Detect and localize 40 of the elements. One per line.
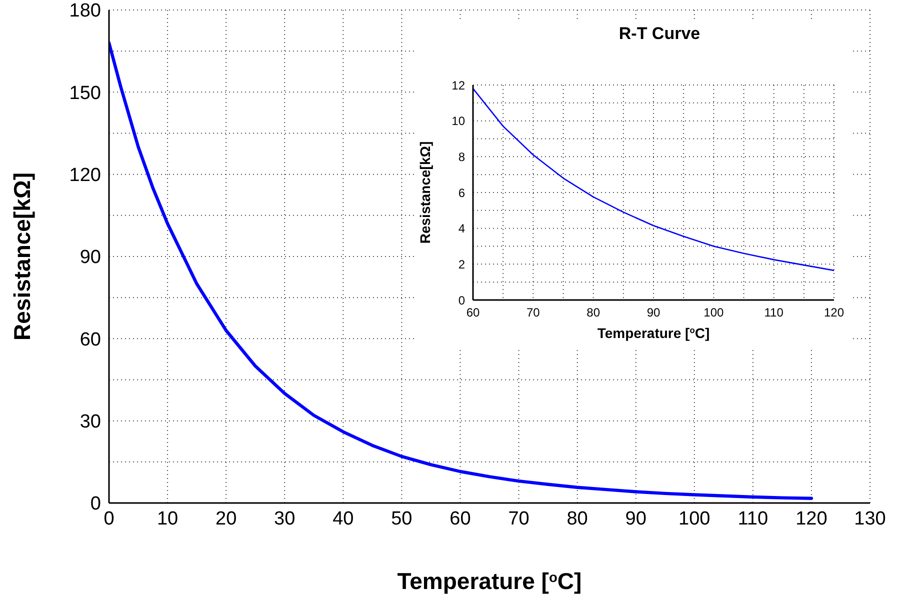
x-tick-label: 80 — [586, 306, 600, 320]
y-tick-label: 0 — [90, 494, 101, 515]
y-tick-label: 0 — [458, 293, 466, 308]
y-axis-title: Resistance[kΩ] — [417, 141, 433, 244]
x-tick-label: 110 — [764, 306, 784, 320]
x-tick-label: 70 — [526, 306, 540, 320]
y-tick-label: 4 — [458, 222, 466, 236]
y-tick-label: 60 — [80, 329, 101, 350]
x-tick-label: 90 — [625, 508, 646, 530]
chart-title: R-T Curve — [618, 23, 702, 45]
y-tick-label: 150 — [69, 82, 101, 104]
x-tick-label: 10 — [156, 508, 178, 530]
line-series — [109, 41, 814, 500]
y-axis-title: Resistance[kΩ] — [9, 172, 35, 341]
line-series — [473, 88, 834, 272]
y-tick-label: 180 — [69, 0, 101, 22]
y-tick-label: 10 — [452, 114, 466, 128]
x-axis-title: Temperature [$^{o}$C] — [597, 325, 710, 341]
x-tick-label: 90 — [646, 306, 660, 320]
y-tick-label: 6 — [458, 186, 466, 200]
x-tick-label: 40 — [332, 508, 354, 530]
x-tick-label: 20 — [216, 508, 237, 530]
x-tick-label: 120 — [796, 508, 828, 530]
x-tick-label: 110 — [738, 508, 768, 530]
x-axis-title: Temperature [$^{o}$C] — [397, 568, 582, 594]
x-tick-label: 130 — [854, 508, 886, 530]
x-tick-label: 100 — [678, 508, 710, 530]
x-tick-label: 50 — [391, 508, 412, 530]
x-tick-label: 80 — [566, 508, 588, 530]
x-tick-label: 120 — [824, 306, 844, 320]
y-tick-label: 12 — [452, 78, 466, 92]
y-tick-label: 30 — [80, 412, 101, 433]
x-tick-label: 100 — [704, 306, 724, 320]
y-tick-label: 120 — [69, 165, 101, 186]
y-tick-label: 8 — [458, 150, 466, 164]
x-tick-label: 70 — [508, 508, 530, 530]
y-tick-label: 2 — [458, 257, 466, 272]
x-tick-label: 30 — [274, 508, 296, 530]
x-tick-label: 0 — [104, 508, 114, 530]
y-tick-label: 90 — [80, 247, 101, 268]
